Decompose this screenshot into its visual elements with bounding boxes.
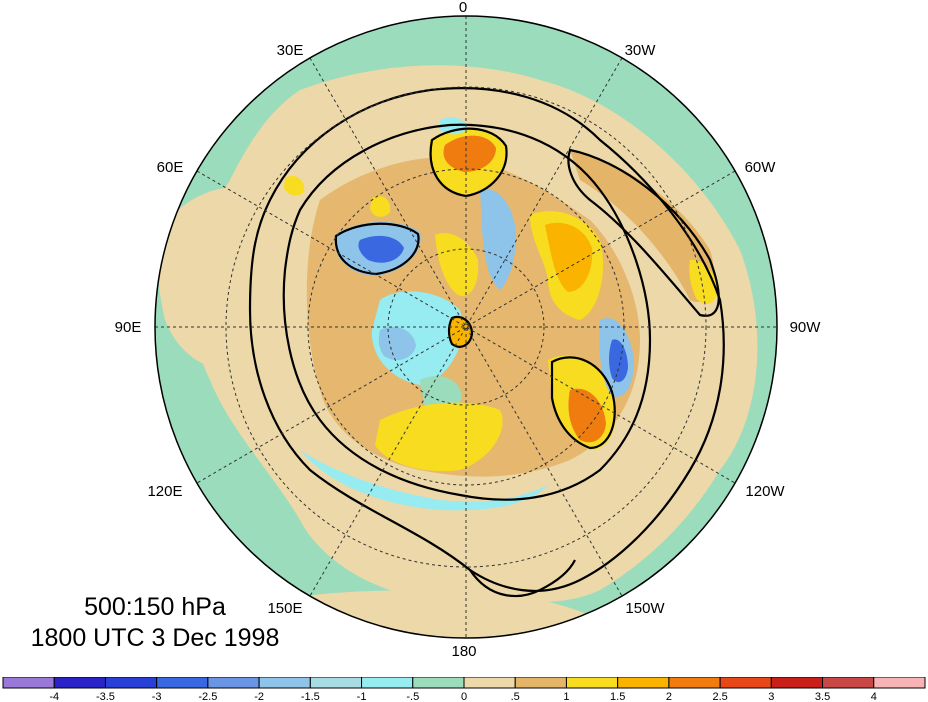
lon-label-90e: 90E: [115, 319, 142, 336]
map-boundary: [154, 15, 778, 639]
colorbar-label: 1.5: [610, 691, 625, 702]
graticule: [155, 16, 777, 638]
low-north-america-core: [609, 339, 628, 383]
lon-label-60e: 60E: [157, 159, 184, 176]
colorbar-box: [104, 677, 158, 689]
neutral-left-lobe: [157, 187, 255, 368]
lon-label-150e: 150E: [267, 600, 302, 617]
colorbar-box: [822, 677, 875, 689]
polar-cool-field: [371, 291, 463, 385]
colorbar-box: [463, 677, 516, 689]
colorbar-label: -2: [254, 691, 264, 702]
colorbar-label: 3: [768, 691, 774, 702]
contour-america-high: [550, 356, 616, 450]
colorbar-labels: -4 -3.5 -3 -2.5 -2 -1.5 -1 -.5 0 .5 1 1.5 2 2.5 3 3.5 4: [49, 691, 877, 702]
colorbar-label: 4: [871, 691, 877, 702]
colorbar-label: 2: [666, 691, 672, 702]
colorbar-box: [873, 677, 926, 689]
meridian-30e-150w: [309, 57, 623, 597]
lon-label-180: 180: [451, 643, 476, 660]
colorbar-box: [412, 677, 465, 689]
lon-label-0: 0: [459, 0, 467, 16]
lon-label-30e: 30E: [277, 42, 304, 59]
warm-arc-upper-right: [570, 150, 714, 302]
colorbar-label: 3.5: [815, 691, 830, 702]
latitude-circle-outer: [225, 86, 707, 568]
latitude-circle-inner: [387, 248, 545, 406]
colorbar-label: -4: [49, 691, 59, 702]
colorbar-box: [668, 677, 721, 689]
meridian-60w-120e: [196, 170, 736, 484]
contour-center: [447, 315, 474, 348]
contour-eurasia-low: [334, 222, 420, 276]
contour-right-loop: [567, 148, 720, 317]
meridian-30w-150e: [309, 57, 623, 597]
high-pacific-lobe: [689, 259, 718, 304]
meridian-60e-120w: [196, 170, 736, 484]
colorbar-label: .5: [511, 691, 520, 702]
colorbar-box: [53, 677, 106, 689]
colorbar-label: -3: [152, 691, 162, 702]
contour-europe-high: [429, 127, 508, 198]
colorbar-box: [156, 677, 209, 689]
lon-label-120e: 120E: [147, 483, 182, 500]
low-eurasia-core: [358, 235, 404, 263]
map-title-time: 1800 UTC 3 Dec 1998: [30, 624, 280, 652]
low-greenland: [480, 189, 516, 290]
colorbar-box: [565, 677, 619, 689]
colorbar-label: 1: [563, 691, 569, 702]
high-america-core: [568, 388, 606, 443]
colorbar-box: [719, 677, 772, 689]
colorbar-label: -.5: [406, 691, 419, 702]
colorbar-box: [617, 677, 670, 689]
colorbar-box: [309, 677, 363, 689]
colorbar-label: 0: [461, 691, 467, 702]
polar-core: [420, 376, 462, 411]
lon-label-120w: 120W: [745, 483, 785, 500]
contour-pacific-trough: [469, 559, 576, 598]
lon-label-90w: 90W: [790, 319, 822, 336]
colorbar-label: -3.5: [96, 691, 115, 702]
lon-label-30w: 30W: [625, 42, 657, 59]
colorbar-box: [2, 677, 55, 689]
colorbar-label: 2.5: [712, 691, 727, 702]
contour-outer: [248, 87, 725, 592]
colorbar: -4 -3.5 -3 -2.5 -2 -1.5 -1 -.5 0 .5 1 1.5 2 2.5 3 3.5 4: [2, 677, 926, 702]
high-europe-core: [443, 135, 496, 172]
lon-label-60w: 60W: [745, 159, 777, 176]
colorbar-box: [361, 677, 414, 689]
colorbar-box: [258, 677, 311, 689]
high-ural: [284, 175, 305, 196]
contour-inner: [282, 123, 652, 501]
contour-lines: [248, 87, 725, 598]
low-pacific-belt: [300, 450, 548, 511]
map-disk: [155, 16, 777, 638]
colorbar-box: [207, 677, 260, 689]
map-title-level: 500:150 hPa: [84, 593, 226, 621]
longitude-labels: 0 30W 60W 90W 120W 150W 180 150E 120E 90…: [115, 0, 822, 660]
colorbar-label: -2.5: [198, 691, 217, 702]
colorbar-label: -1.5: [301, 691, 320, 702]
colorbar-box: [514, 677, 567, 689]
high-atlantic-core: [545, 222, 593, 292]
colorbar-label: -1: [357, 691, 367, 702]
lon-label-150w: 150W: [625, 600, 665, 617]
high-west-siberia: [370, 195, 391, 217]
colorbar-boxes: [2, 677, 926, 689]
colorbar-box: [770, 677, 824, 689]
high-asia: [375, 402, 503, 472]
